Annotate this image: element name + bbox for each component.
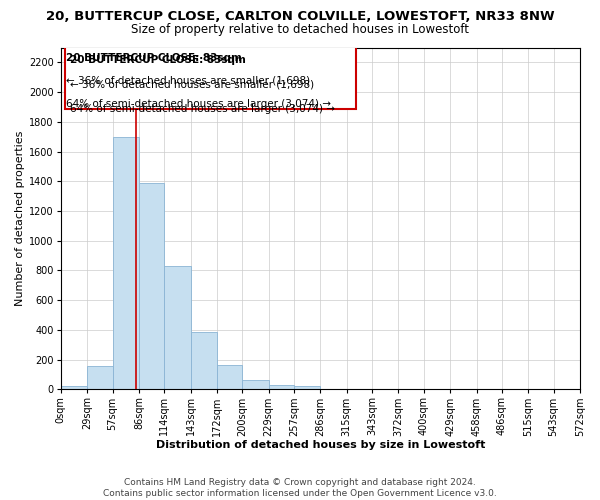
X-axis label: Distribution of detached houses by size in Lowestoft: Distribution of detached houses by size … [156, 440, 485, 450]
Bar [139, 183, 164, 390]
Text: 20 BUTTERCUP CLOSE: 83sqm: 20 BUTTERCUP CLOSE: 83sqm [70, 55, 246, 65]
Text: Size of property relative to detached houses in Lowestoft: Size of property relative to detached ho… [131, 22, 469, 36]
Text: ← 36% of detached houses are smaller (1,698): ← 36% of detached houses are smaller (1,… [70, 80, 314, 90]
Text: 20, BUTTERCUP CLOSE, CARLTON COLVILLE, LOWESTOFT, NR33 8NW: 20, BUTTERCUP CLOSE, CARLTON COLVILLE, L… [46, 10, 554, 23]
Bar [217, 365, 242, 390]
Bar [87, 366, 113, 390]
Text: 64% of semi-detached houses are larger (3,074) →: 64% of semi-detached houses are larger (… [70, 104, 335, 115]
Bar [164, 266, 191, 390]
Text: ← 36% of detached houses are smaller (1,698): ← 36% of detached houses are smaller (1,… [66, 76, 310, 86]
Bar [269, 385, 294, 390]
Bar [113, 136, 139, 390]
Bar [242, 380, 269, 390]
Text: 64% of semi-detached houses are larger (3,074) →: 64% of semi-detached houses are larger (… [66, 99, 331, 109]
Y-axis label: Number of detached properties: Number of detached properties [15, 131, 25, 306]
Bar [61, 386, 87, 390]
Bar [191, 332, 217, 390]
Text: 20 BUTTERCUP CLOSE: 83sqm: 20 BUTTERCUP CLOSE: 83sqm [66, 52, 242, 62]
FancyBboxPatch shape [65, 44, 356, 110]
Bar [294, 386, 320, 390]
Text: Contains HM Land Registry data © Crown copyright and database right 2024.
Contai: Contains HM Land Registry data © Crown c… [103, 478, 497, 498]
